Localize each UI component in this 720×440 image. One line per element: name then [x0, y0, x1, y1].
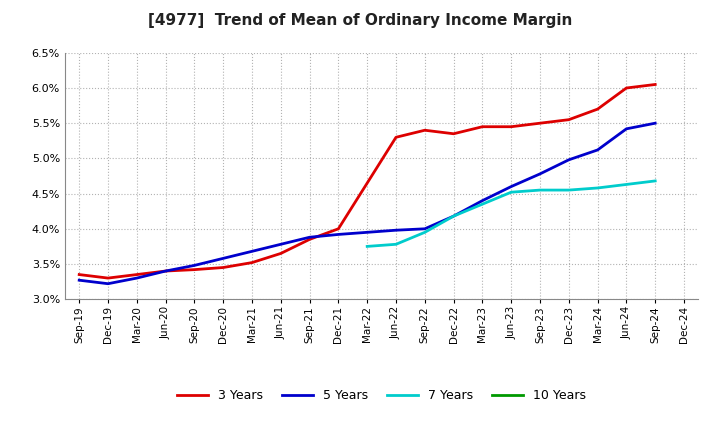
5 Years [507, 184, 516, 189]
3 Years [622, 85, 631, 91]
Line: 3 Years: 3 Years [79, 84, 655, 278]
3 Years [305, 237, 314, 242]
3 Years [161, 268, 170, 274]
3 Years [334, 226, 343, 231]
5 Years [190, 263, 199, 268]
3 Years [248, 260, 256, 265]
5 Years [449, 213, 458, 219]
7 Years [564, 187, 573, 193]
3 Years [363, 180, 372, 186]
3 Years [593, 106, 602, 112]
3 Years [478, 124, 487, 129]
7 Years [593, 185, 602, 191]
3 Years [564, 117, 573, 122]
5 Years [219, 256, 228, 261]
3 Years [536, 121, 544, 126]
5 Years [75, 278, 84, 283]
Line: 7 Years: 7 Years [367, 181, 655, 246]
5 Years [420, 226, 429, 231]
5 Years [651, 121, 660, 126]
5 Years [392, 227, 400, 233]
5 Years [276, 242, 285, 247]
3 Years [219, 265, 228, 270]
3 Years [276, 251, 285, 256]
3 Years [449, 131, 458, 136]
7 Years [478, 202, 487, 207]
5 Years [593, 147, 602, 153]
5 Years [104, 281, 112, 286]
3 Years [132, 272, 141, 277]
5 Years [478, 198, 487, 203]
5 Years [305, 235, 314, 240]
7 Years [536, 187, 544, 193]
5 Years [622, 126, 631, 132]
5 Years [248, 249, 256, 254]
7 Years [392, 242, 400, 247]
7 Years [507, 190, 516, 195]
Legend: 3 Years, 5 Years, 7 Years, 10 Years: 3 Years, 5 Years, 7 Years, 10 Years [172, 384, 591, 407]
3 Years [190, 267, 199, 272]
3 Years [507, 124, 516, 129]
Text: [4977]  Trend of Mean of Ordinary Income Margin: [4977] Trend of Mean of Ordinary Income … [148, 13, 572, 28]
3 Years [104, 275, 112, 281]
5 Years [536, 171, 544, 176]
5 Years [564, 157, 573, 162]
3 Years [75, 272, 84, 277]
5 Years [161, 268, 170, 274]
5 Years [132, 275, 141, 281]
3 Years [392, 135, 400, 140]
Line: 5 Years: 5 Years [79, 123, 655, 284]
7 Years [420, 230, 429, 235]
7 Years [449, 213, 458, 219]
3 Years [420, 128, 429, 133]
5 Years [363, 230, 372, 235]
5 Years [334, 232, 343, 237]
3 Years [651, 82, 660, 87]
7 Years [363, 244, 372, 249]
7 Years [651, 178, 660, 183]
7 Years [622, 182, 631, 187]
